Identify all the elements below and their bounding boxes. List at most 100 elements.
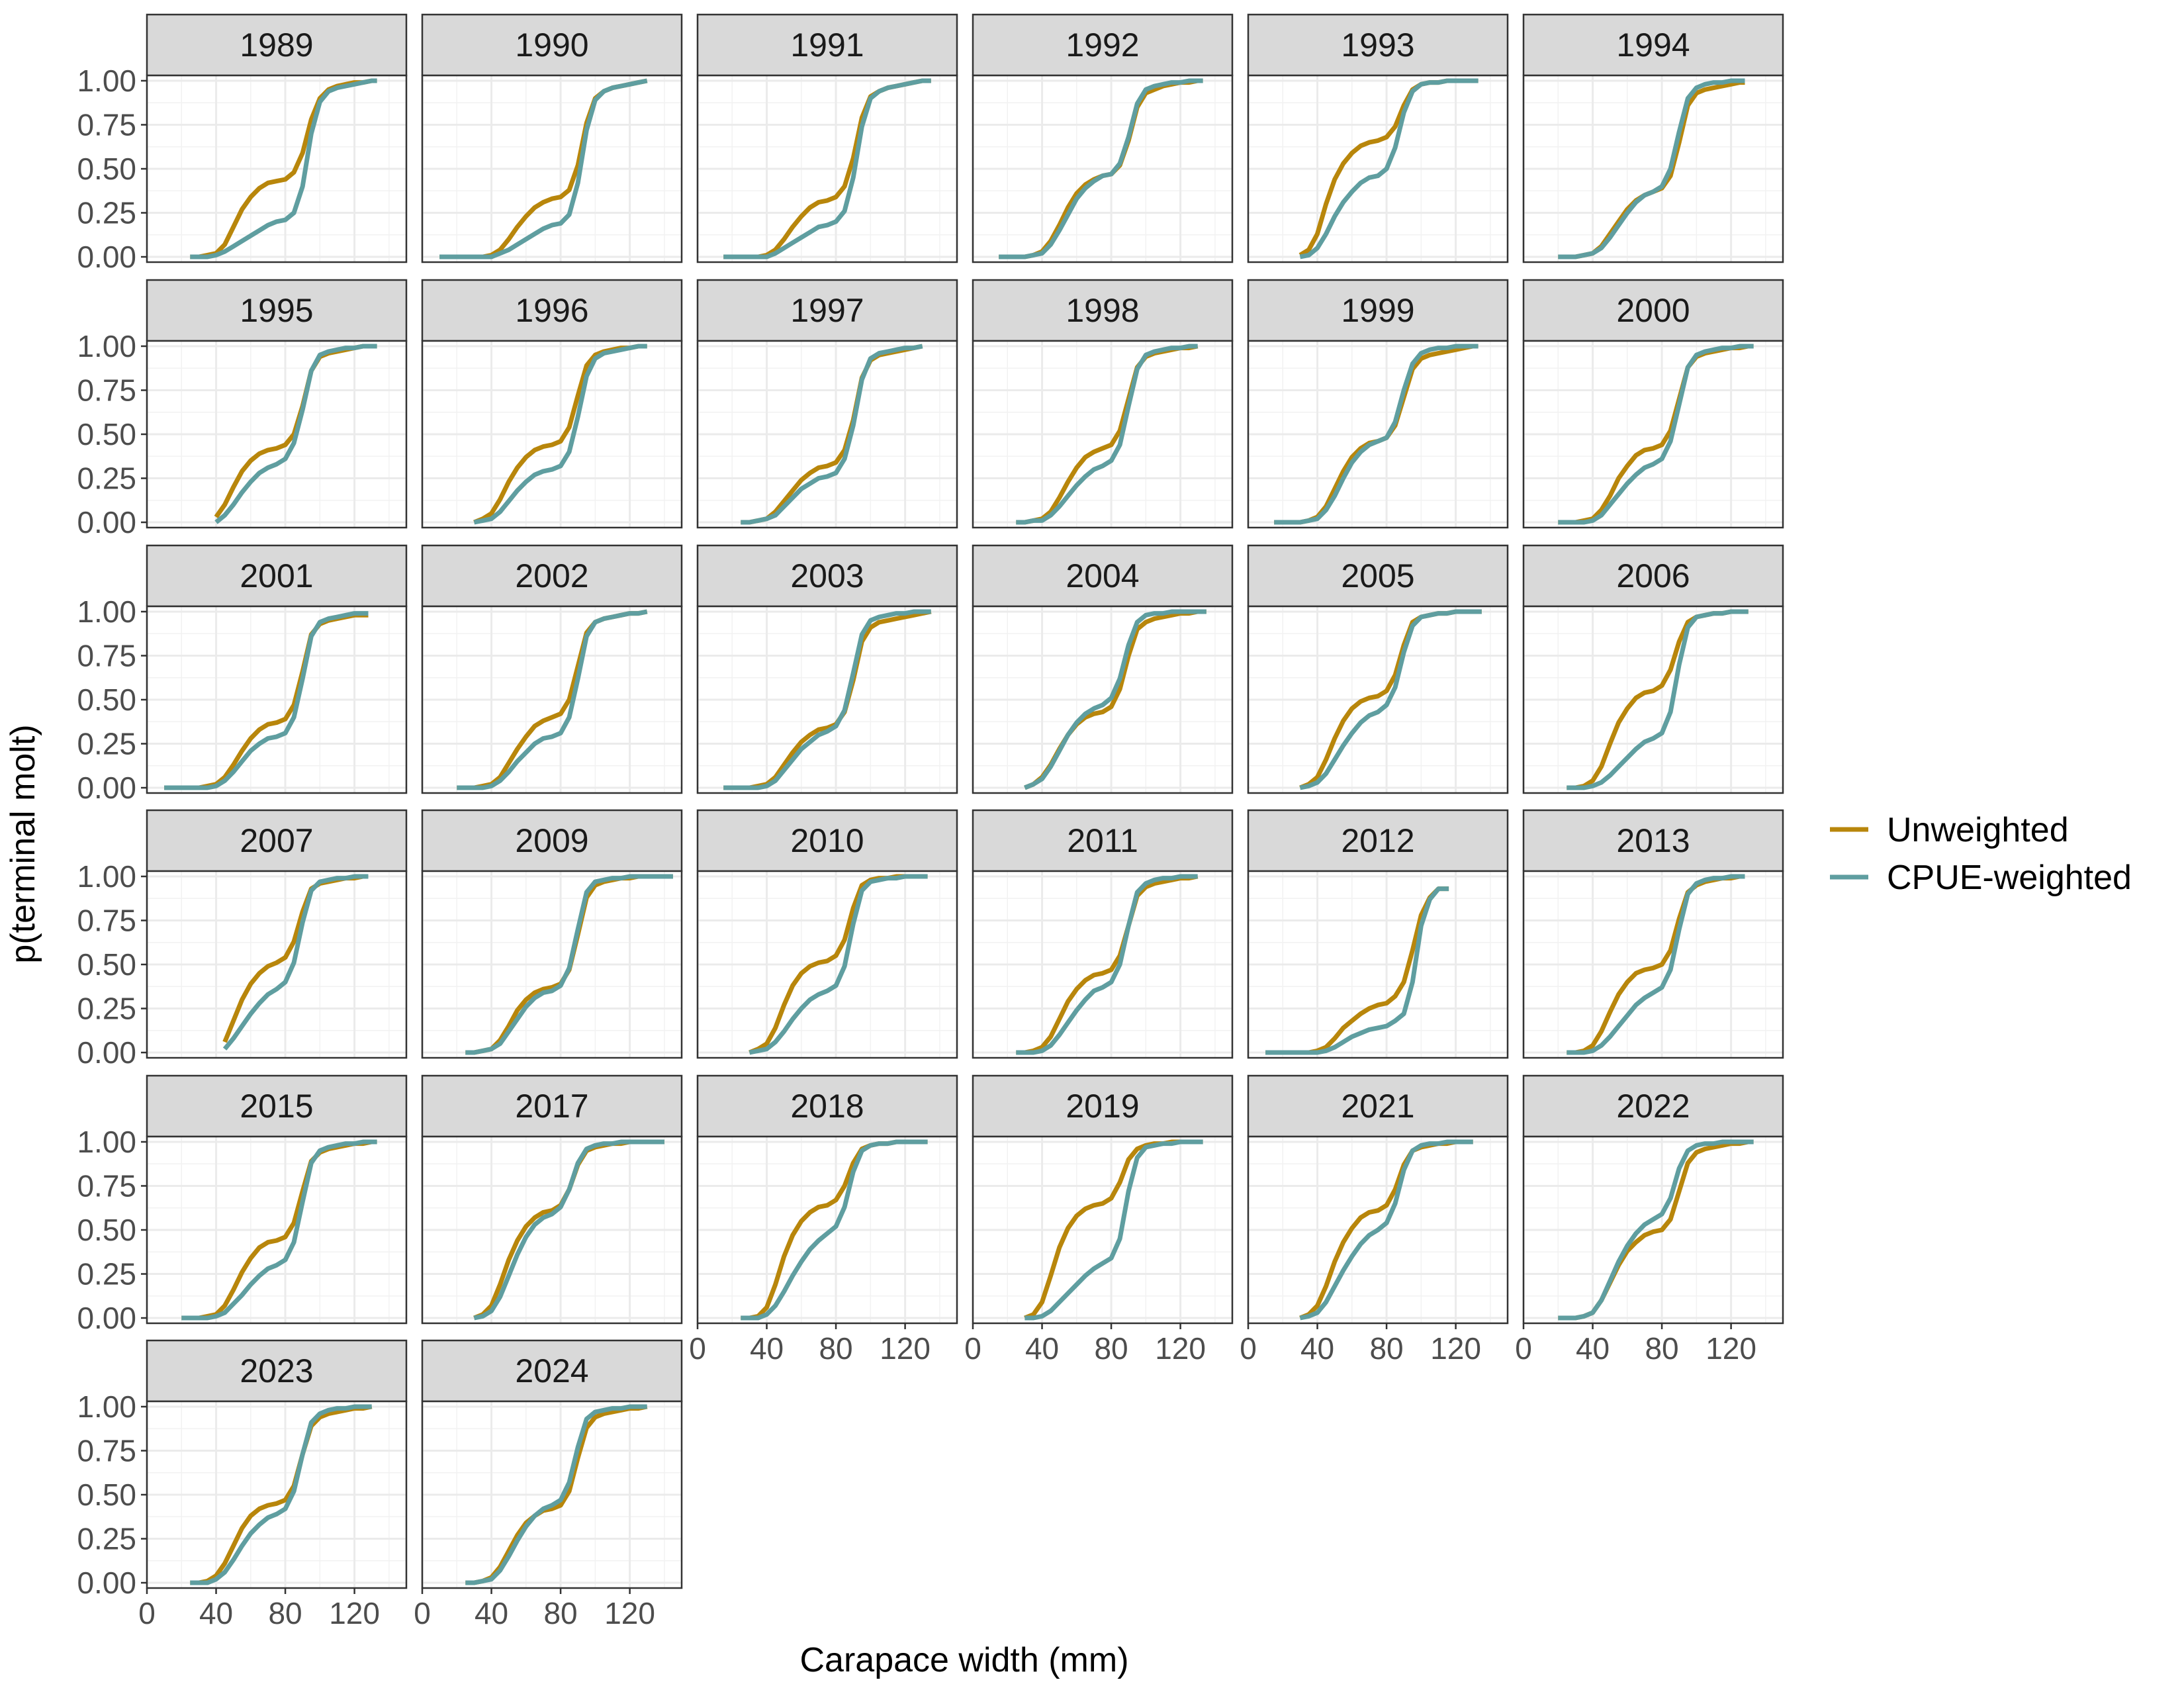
facet-panel-1989: 1989 0.00 0.25 0.50 0.75 1.00 xyxy=(77,13,408,274)
series-line-cpue-weighted xyxy=(457,609,648,790)
facet-strip xyxy=(696,809,958,872)
x-tick-label: 120 xyxy=(1155,1331,1206,1366)
facet-strip-label: 2021 xyxy=(1341,1088,1414,1125)
series-line-cpue-weighted xyxy=(749,874,928,1055)
series-line-cpue-weighted xyxy=(1567,609,1749,790)
facet-strip-label: 2011 xyxy=(1067,822,1138,859)
y-tick-label: 1.00 xyxy=(77,64,136,98)
series-line-cpue-weighted xyxy=(190,78,377,259)
x-tick-label: 120 xyxy=(880,1331,931,1366)
panel-border xyxy=(1247,340,1509,529)
facet-strip-label: 2003 xyxy=(790,557,864,594)
y-tick-label: 0.75 xyxy=(77,638,136,673)
panel-border xyxy=(696,1135,958,1325)
series-line-cpue-weighted xyxy=(999,78,1203,259)
panel-border xyxy=(1247,1135,1509,1325)
series-line-unweighted xyxy=(190,1404,373,1585)
series-line-cpue-weighted xyxy=(465,874,673,1055)
y-tick-label: 0.00 xyxy=(77,505,136,539)
panel-border xyxy=(972,74,1234,263)
x-axis-title: Carapace width (mm) xyxy=(799,1641,1128,1679)
panel-border xyxy=(972,1135,1234,1325)
panel-border xyxy=(421,74,683,263)
facet-panel-2015: 2015 0.00 0.25 0.50 0.75 1.00 xyxy=(77,1074,408,1335)
facet-strip xyxy=(696,1074,958,1138)
facet-strip xyxy=(696,279,958,342)
facet-strip-label: 2007 xyxy=(240,822,313,859)
facet-panel-2002: 2002 xyxy=(421,544,683,794)
facet-panel-1992: 1992 xyxy=(972,13,1234,263)
facet-strip-label: 2001 xyxy=(240,557,313,594)
series-line-cpue-weighted xyxy=(1299,609,1482,790)
facet-strip xyxy=(1247,1074,1509,1138)
x-tick-label: 0 xyxy=(964,1331,981,1366)
x-tick-label: 40 xyxy=(199,1596,233,1630)
legend-label: Unweighted xyxy=(1887,811,2069,849)
facet-strip-label: 2024 xyxy=(515,1352,588,1389)
facet-strip-label: 1997 xyxy=(790,292,864,329)
facet-strip xyxy=(1247,13,1509,77)
panel-border xyxy=(421,605,683,794)
series-line-cpue-weighted xyxy=(1299,78,1479,259)
facet-strip-label: 1993 xyxy=(1341,26,1414,64)
x-tick-label: 0 xyxy=(138,1596,156,1630)
x-tick-label: 120 xyxy=(1706,1331,1756,1366)
facet-strip xyxy=(972,279,1234,342)
x-tick-label: 120 xyxy=(604,1596,655,1630)
facet-strip xyxy=(1522,279,1784,342)
panel-border xyxy=(696,605,958,794)
series-line-cpue-weighted xyxy=(741,1139,928,1321)
facet-strip-label: 2005 xyxy=(1341,557,1414,594)
y-tick-label: 1.00 xyxy=(77,329,136,363)
facet-panel-2004: 2004 xyxy=(972,544,1234,794)
x-tick-label: 0 xyxy=(1515,1331,1532,1366)
facet-panel-2005: 2005 xyxy=(1247,544,1509,794)
facet-strip xyxy=(146,13,408,77)
facet-strip xyxy=(972,13,1234,77)
facet-panel-1994: 1994 xyxy=(1522,13,1784,263)
facet-strip-label: 1999 xyxy=(1341,292,1414,329)
y-tick-label: 0.50 xyxy=(77,1477,136,1512)
facet-panels: 1989 0.00 0.25 0.50 0.75 1.00 1990 1991 1992 1993… xyxy=(77,13,1784,1630)
facet-strip xyxy=(146,809,408,872)
facet-strip xyxy=(1522,13,1784,77)
facet-strip xyxy=(146,279,408,342)
y-tick-label: 1.00 xyxy=(77,594,136,629)
panel-border xyxy=(1522,870,1784,1059)
x-tick-label: 120 xyxy=(1430,1331,1481,1366)
series-line-cpue-weighted xyxy=(473,1139,664,1321)
facet-strip xyxy=(421,1074,683,1138)
panel-border xyxy=(1522,1135,1784,1325)
y-tick-label: 1.00 xyxy=(77,1125,136,1159)
facet-strip xyxy=(421,1339,683,1403)
panel-border xyxy=(696,870,958,1059)
y-tick-label: 0.00 xyxy=(77,1301,136,1335)
y-tick-label: 0.50 xyxy=(77,152,136,186)
facet-strip-label: 1992 xyxy=(1066,26,1139,64)
x-tick-label: 40 xyxy=(1025,1331,1059,1366)
x-tick-label: 80 xyxy=(1645,1331,1678,1366)
y-tick-label: 0.00 xyxy=(77,1566,136,1600)
legend-item-unweighted: Unweighted xyxy=(1830,811,2069,849)
facet-strip xyxy=(421,809,683,872)
series-line-cpue-weighted xyxy=(1558,78,1745,259)
facet-panel-2023: 2023 0.00 0.25 0.50 0.75 1.00 0 40 80 120 xyxy=(77,1339,408,1630)
legend-item-cpue-weighted: CPUE-weighted xyxy=(1830,859,2132,897)
x-tick-label: 80 xyxy=(1369,1331,1403,1366)
panel-border xyxy=(421,870,683,1059)
facet-strip xyxy=(696,544,958,608)
y-tick-label: 0.25 xyxy=(77,727,136,761)
facet-strip-label: 2023 xyxy=(240,1352,313,1389)
series-line-unweighted xyxy=(1016,874,1199,1055)
facet-strip xyxy=(696,13,958,77)
facet-strip-label: 2019 xyxy=(1066,1088,1139,1125)
y-tick-label: 1.00 xyxy=(77,859,136,894)
series-line-cpue-weighted xyxy=(1016,874,1198,1055)
facet-strip-label: 2013 xyxy=(1616,822,1690,859)
y-tick-label: 0.75 xyxy=(77,903,136,937)
panel-border xyxy=(972,605,1234,794)
series-line-cpue-weighted xyxy=(1567,874,1745,1055)
y-tick-label: 0.00 xyxy=(77,240,136,274)
facet-panel-2022: 2022 0 40 80 120 xyxy=(1515,1074,1784,1366)
facet-panel-2024: 2024 0 40 80 120 xyxy=(414,1339,683,1630)
